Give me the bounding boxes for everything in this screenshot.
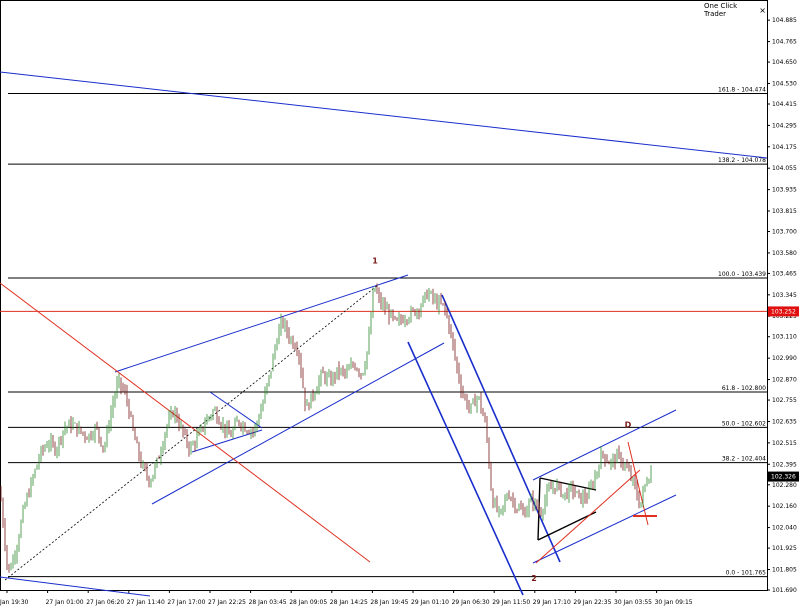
one-click-trader-label: One Click Trader bbox=[704, 2, 738, 18]
wave-label: 2 bbox=[531, 574, 537, 583]
time-tick-label: 29 Jan 22:35 bbox=[573, 599, 611, 606]
wave-label: 1 bbox=[372, 257, 378, 266]
impulse-down-a[interactable] bbox=[441, 294, 561, 563]
price-tick-label: 103.110 bbox=[772, 334, 797, 341]
time-tick-label: 28 Jan 03:45 bbox=[249, 599, 287, 606]
price-tick-label: 102.395 bbox=[772, 461, 797, 468]
channel-upper-1[interactable] bbox=[114, 274, 409, 373]
one-click-trader-panel[interactable]: One Click Trader × bbox=[704, 2, 766, 18]
close-icon[interactable]: × bbox=[759, 5, 766, 15]
fib-level-label: 0.0 - 101.765 bbox=[726, 570, 767, 577]
price-tick-label: 104.295 bbox=[772, 122, 797, 129]
price-tag-current bbox=[768, 471, 799, 482]
time-tick-label: 28 Jan 09:05 bbox=[289, 599, 327, 606]
channel-lower-1[interactable] bbox=[151, 342, 445, 505]
price-tick-label: 104.530 bbox=[772, 80, 797, 87]
price-tick-label: 103.580 bbox=[772, 250, 797, 257]
price-tick-label: 102.160 bbox=[772, 503, 797, 510]
trendline-upper-long[interactable] bbox=[0, 71, 768, 159]
price-tick-label: 102.515 bbox=[772, 440, 797, 447]
price-tick-label: 101.925 bbox=[772, 545, 797, 552]
time-tick-label: 27 Jan 01:00 bbox=[46, 599, 84, 606]
price-tick-label: 104.175 bbox=[772, 144, 797, 151]
price-tick-label: 102.870 bbox=[772, 377, 797, 384]
price-tag-label: 103.252 bbox=[771, 308, 796, 315]
price-tick-label: 104.650 bbox=[772, 59, 797, 66]
bottom-line[interactable] bbox=[0, 576, 151, 597]
price-tick-label: 104.055 bbox=[772, 165, 797, 172]
price-tick-label: 102.990 bbox=[772, 355, 797, 362]
price-tick-label: 103.815 bbox=[772, 208, 797, 215]
price-tag-label: 102.326 bbox=[771, 474, 796, 481]
price-tick-label: 101.805 bbox=[772, 566, 797, 573]
pattern-line-c[interactable] bbox=[537, 511, 597, 541]
impulse-down-b[interactable] bbox=[407, 341, 524, 596]
triangle-line-a[interactable] bbox=[209, 391, 263, 429]
price-tick-label: 104.885 bbox=[772, 17, 797, 24]
pattern-line-a[interactable] bbox=[539, 477, 597, 491]
fib-level-label: 161.8 - 104.474 bbox=[718, 86, 766, 93]
price-tick-label: 103.225 bbox=[772, 313, 797, 320]
time-tick-label: 27 Jan 17:00 bbox=[167, 599, 205, 606]
fib-level-label: 38.2 - 102.404 bbox=[722, 456, 766, 463]
price-tick-label: 103.935 bbox=[772, 187, 797, 194]
channel-lower-2[interactable] bbox=[532, 494, 677, 564]
price-tick-label: 104.765 bbox=[772, 39, 797, 46]
price-tick-label: 103.700 bbox=[772, 229, 797, 236]
red-leg-a[interactable] bbox=[535, 469, 641, 564]
triangle-line-b[interactable] bbox=[191, 429, 263, 453]
time-tick-label: 27 Jan 06:20 bbox=[86, 599, 124, 606]
wave-label: D bbox=[625, 421, 632, 430]
time-tick-label: 27 Jan 11:40 bbox=[127, 599, 165, 606]
time-tick-label: Jan 19:30 bbox=[0, 599, 29, 606]
time-tick-label: 28 Jan 14:25 bbox=[330, 599, 368, 606]
dotted-projection-line[interactable] bbox=[4, 284, 379, 581]
price-tick-label: 104.415 bbox=[772, 101, 797, 108]
price-tick-label: 102.635 bbox=[772, 418, 797, 425]
fib-level-label: 100.0 - 103.439 bbox=[718, 271, 766, 278]
time-tick-label: 27 Jan 22:25 bbox=[208, 599, 246, 606]
price-tag-alert bbox=[768, 306, 799, 317]
channel-upper-2[interactable] bbox=[532, 409, 677, 481]
time-tick-label: 29 Jan 01:10 bbox=[411, 599, 449, 606]
time-tick-label: 28 Jan 19:45 bbox=[370, 599, 408, 606]
price-tick-label: 102.280 bbox=[772, 482, 797, 489]
price-tick-label: 103.465 bbox=[772, 270, 797, 277]
price-tick-label: 101.690 bbox=[772, 587, 797, 594]
time-tick-label: 30 Jan 03:55 bbox=[614, 599, 652, 606]
time-tick-label: 29 Jan 06:30 bbox=[452, 599, 490, 606]
time-tick-label: 29 Jan 17:10 bbox=[533, 599, 571, 606]
red-leg-b[interactable] bbox=[627, 441, 649, 526]
price-tick-label: 102.755 bbox=[772, 397, 797, 404]
plot-frame bbox=[0, 0, 768, 591]
red-diagonal[interactable] bbox=[0, 282, 371, 563]
time-tick-label: 30 Jan 09:15 bbox=[655, 599, 693, 606]
price-tick-label: 103.345 bbox=[772, 292, 797, 299]
fib-level-label: 50.0 - 102.602 bbox=[722, 420, 766, 427]
price-tick-label: 102.040 bbox=[772, 525, 797, 532]
time-tick-label: 29 Jan 11:50 bbox=[492, 599, 530, 606]
fib-level-label: 138.2 - 104.078 bbox=[718, 157, 766, 164]
fib-level-label: 61.8 - 102.800 bbox=[722, 385, 766, 392]
